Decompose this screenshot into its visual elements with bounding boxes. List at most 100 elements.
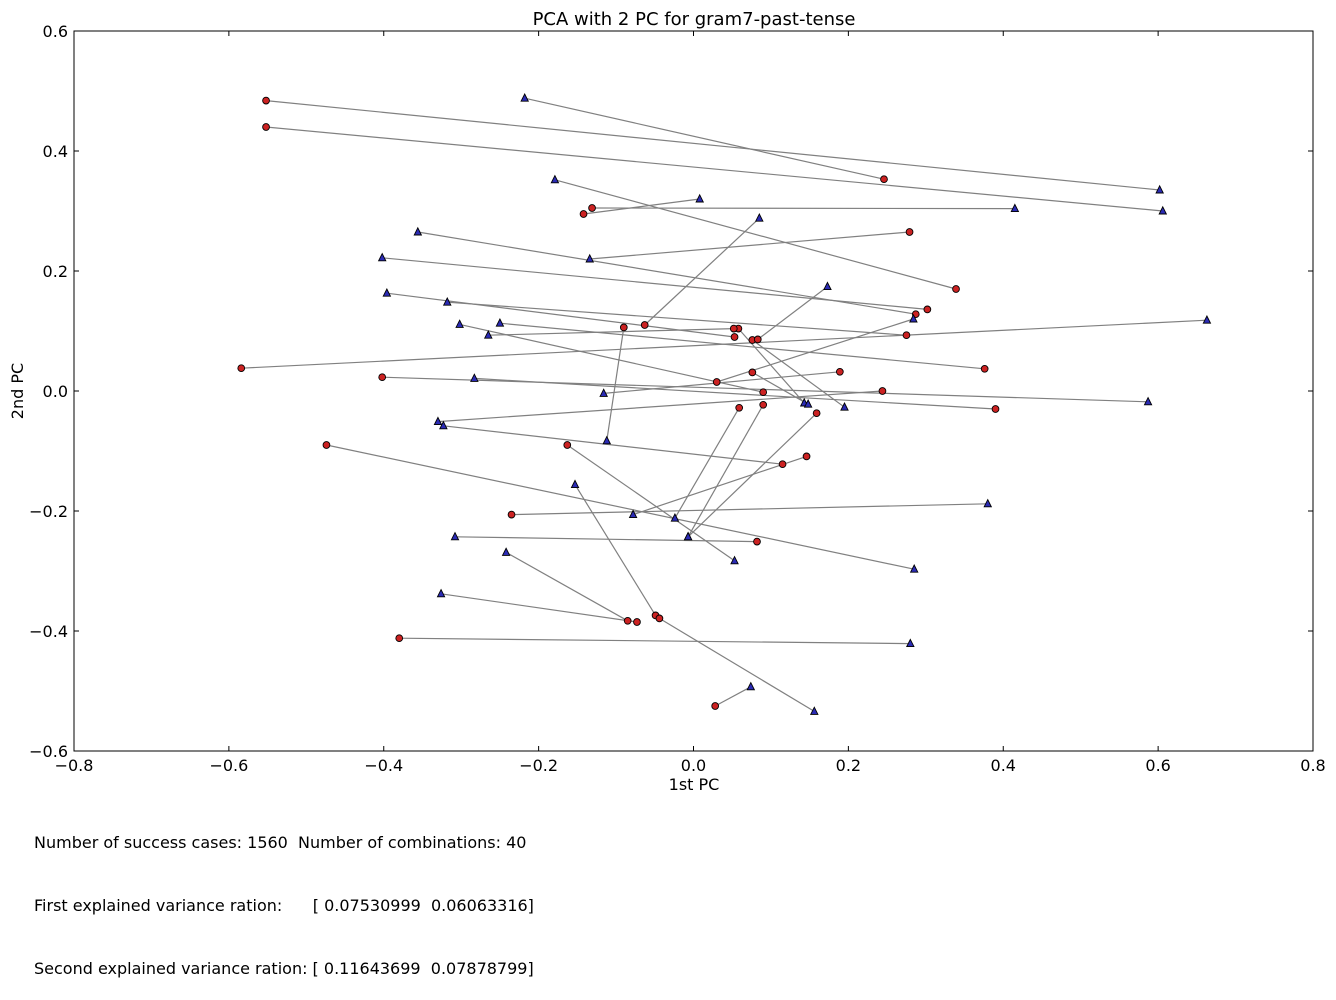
circle-point-38 [655, 614, 664, 623]
circle-point-35 [623, 616, 632, 625]
triangle-point-9 [377, 252, 387, 262]
circle-point-26 [778, 460, 787, 469]
pair-link-2 [524, 97, 885, 180]
triangle-point-7 [754, 212, 764, 222]
circle-point-31 [753, 537, 761, 546]
circle-point-2 [880, 175, 888, 184]
triangle-point-38 [809, 706, 819, 715]
circle-point-30 [507, 510, 516, 519]
pair-link-7 [644, 217, 760, 326]
pca-chart: PCA with 2 PC for gram7-past-tense −0.8−… [8, 9, 1326, 790]
triangle-point-2 [520, 92, 530, 102]
circle-point-27 [322, 441, 331, 449]
circle-point-28 [563, 441, 572, 449]
x-tick-label-7: 0.6 [1145, 756, 1170, 775]
pair-link-8 [417, 231, 916, 315]
triangle-point-18 [840, 401, 849, 411]
pair-link-20 [459, 323, 764, 393]
triangle-point-34 [683, 531, 693, 541]
pair-link-36 [440, 593, 638, 623]
triangle-point-1 [1158, 205, 1168, 215]
pair-link-0 [265, 100, 1160, 191]
y-tick-label-6: 0.6 [43, 22, 68, 41]
pair-link-38 [659, 617, 815, 712]
pair-link-18 [751, 339, 845, 408]
pair-link-31 [454, 536, 758, 543]
triangle-point-16 [470, 373, 479, 382]
triangle-point-15 [1143, 396, 1153, 406]
pair-link-16 [474, 377, 996, 410]
circle-point-39 [395, 634, 404, 643]
y-tick-label-5: 0.4 [43, 142, 68, 161]
y-tick-label-1: −0.4 [29, 622, 68, 641]
pair-link-32 [674, 407, 740, 519]
pair-link-23 [603, 371, 840, 394]
circle-point-20 [759, 388, 768, 397]
pair-link-1 [265, 126, 1163, 212]
summary-line-cases: Number of success cases: 1560 Number of … [34, 833, 527, 852]
x-axis-label: 1st PC [669, 775, 720, 790]
pair-link-19 [737, 328, 805, 404]
chart-title: PCA with 2 PC for gram7-past-tense [533, 9, 856, 30]
triangle-point-25 [803, 398, 813, 408]
triangle-point-35 [501, 547, 511, 556]
circle-point-36 [633, 618, 641, 626]
summary-text: Number of success cases: 1560 Number of … [34, 790, 534, 1000]
summary-line-second-variance: Second explained variance ration: [ 0.11… [34, 959, 534, 978]
x-tick-label-8: 0.8 [1300, 756, 1325, 775]
x-tick-label-6: 0.4 [991, 756, 1016, 775]
pair-links [241, 97, 1207, 712]
x-tick-label-1: −0.6 [209, 756, 248, 775]
x-tick-label-3: −0.2 [519, 756, 558, 775]
triangle-point-17 [433, 416, 443, 426]
axis-ticks: −0.8 −0.6 −0.4 −0.2 0.0 0.2 0.4 0.6 0.8−0.6−0.4−… [29, 22, 1326, 775]
circle-point-0 [262, 96, 270, 105]
pair-link-11 [447, 301, 907, 336]
circle-point-7 [640, 321, 649, 329]
circle-point-13 [237, 364, 246, 373]
triangle-point-29 [628, 509, 638, 519]
circle-point-22 [619, 323, 628, 332]
pair-link-22 [606, 327, 625, 441]
summary-line-first-variance: First explained variance ration: [ 0.075… [34, 896, 534, 915]
pair-link-6 [589, 231, 910, 260]
circle-point-25 [748, 368, 757, 377]
triangle-point-39 [905, 638, 915, 648]
y-tick-label-3: 0.0 [43, 382, 68, 401]
circle-point-9 [923, 305, 932, 314]
circle-point-11 [902, 331, 911, 340]
circle-point-21 [729, 324, 738, 333]
y-axis-label: 2nd PC [8, 363, 27, 419]
circle-point-1 [262, 123, 270, 131]
pair-link-30 [511, 503, 988, 516]
circle-point-10 [730, 333, 739, 341]
circle-point-40 [711, 702, 720, 710]
circle-point-16 [991, 405, 1000, 413]
triangle-point-37 [570, 479, 580, 489]
pair-link-40 [714, 686, 752, 707]
triangle-point-32 [670, 512, 680, 522]
triangle-point-27 [909, 563, 919, 573]
triangle-point-10 [382, 287, 392, 297]
pair-link-21 [488, 328, 734, 336]
pair-link-26 [443, 425, 783, 465]
x-tick-label-5: 0.2 [836, 756, 861, 775]
triangle-point-11 [442, 296, 452, 306]
pair-link-3 [554, 179, 957, 290]
circle-point-24 [753, 335, 762, 344]
triangle-point-12 [495, 317, 505, 327]
triangle-point-21 [483, 329, 493, 339]
pair-link-34 [687, 404, 764, 538]
triangle-point-5 [695, 193, 705, 203]
y-tick-label-4: 0.2 [43, 262, 68, 281]
pair-link-33 [687, 412, 818, 538]
y-tick-label-0: −0.6 [29, 742, 68, 761]
triangle-point-22 [602, 435, 612, 445]
circle-point-5 [579, 210, 588, 218]
triangle-point-4 [1010, 203, 1020, 213]
pair-link-35 [505, 551, 628, 622]
triangle-point-31 [450, 531, 460, 541]
pair-link-28 [566, 444, 735, 562]
triangle-point-0 [1155, 184, 1164, 194]
circle-point-29 [802, 452, 811, 461]
